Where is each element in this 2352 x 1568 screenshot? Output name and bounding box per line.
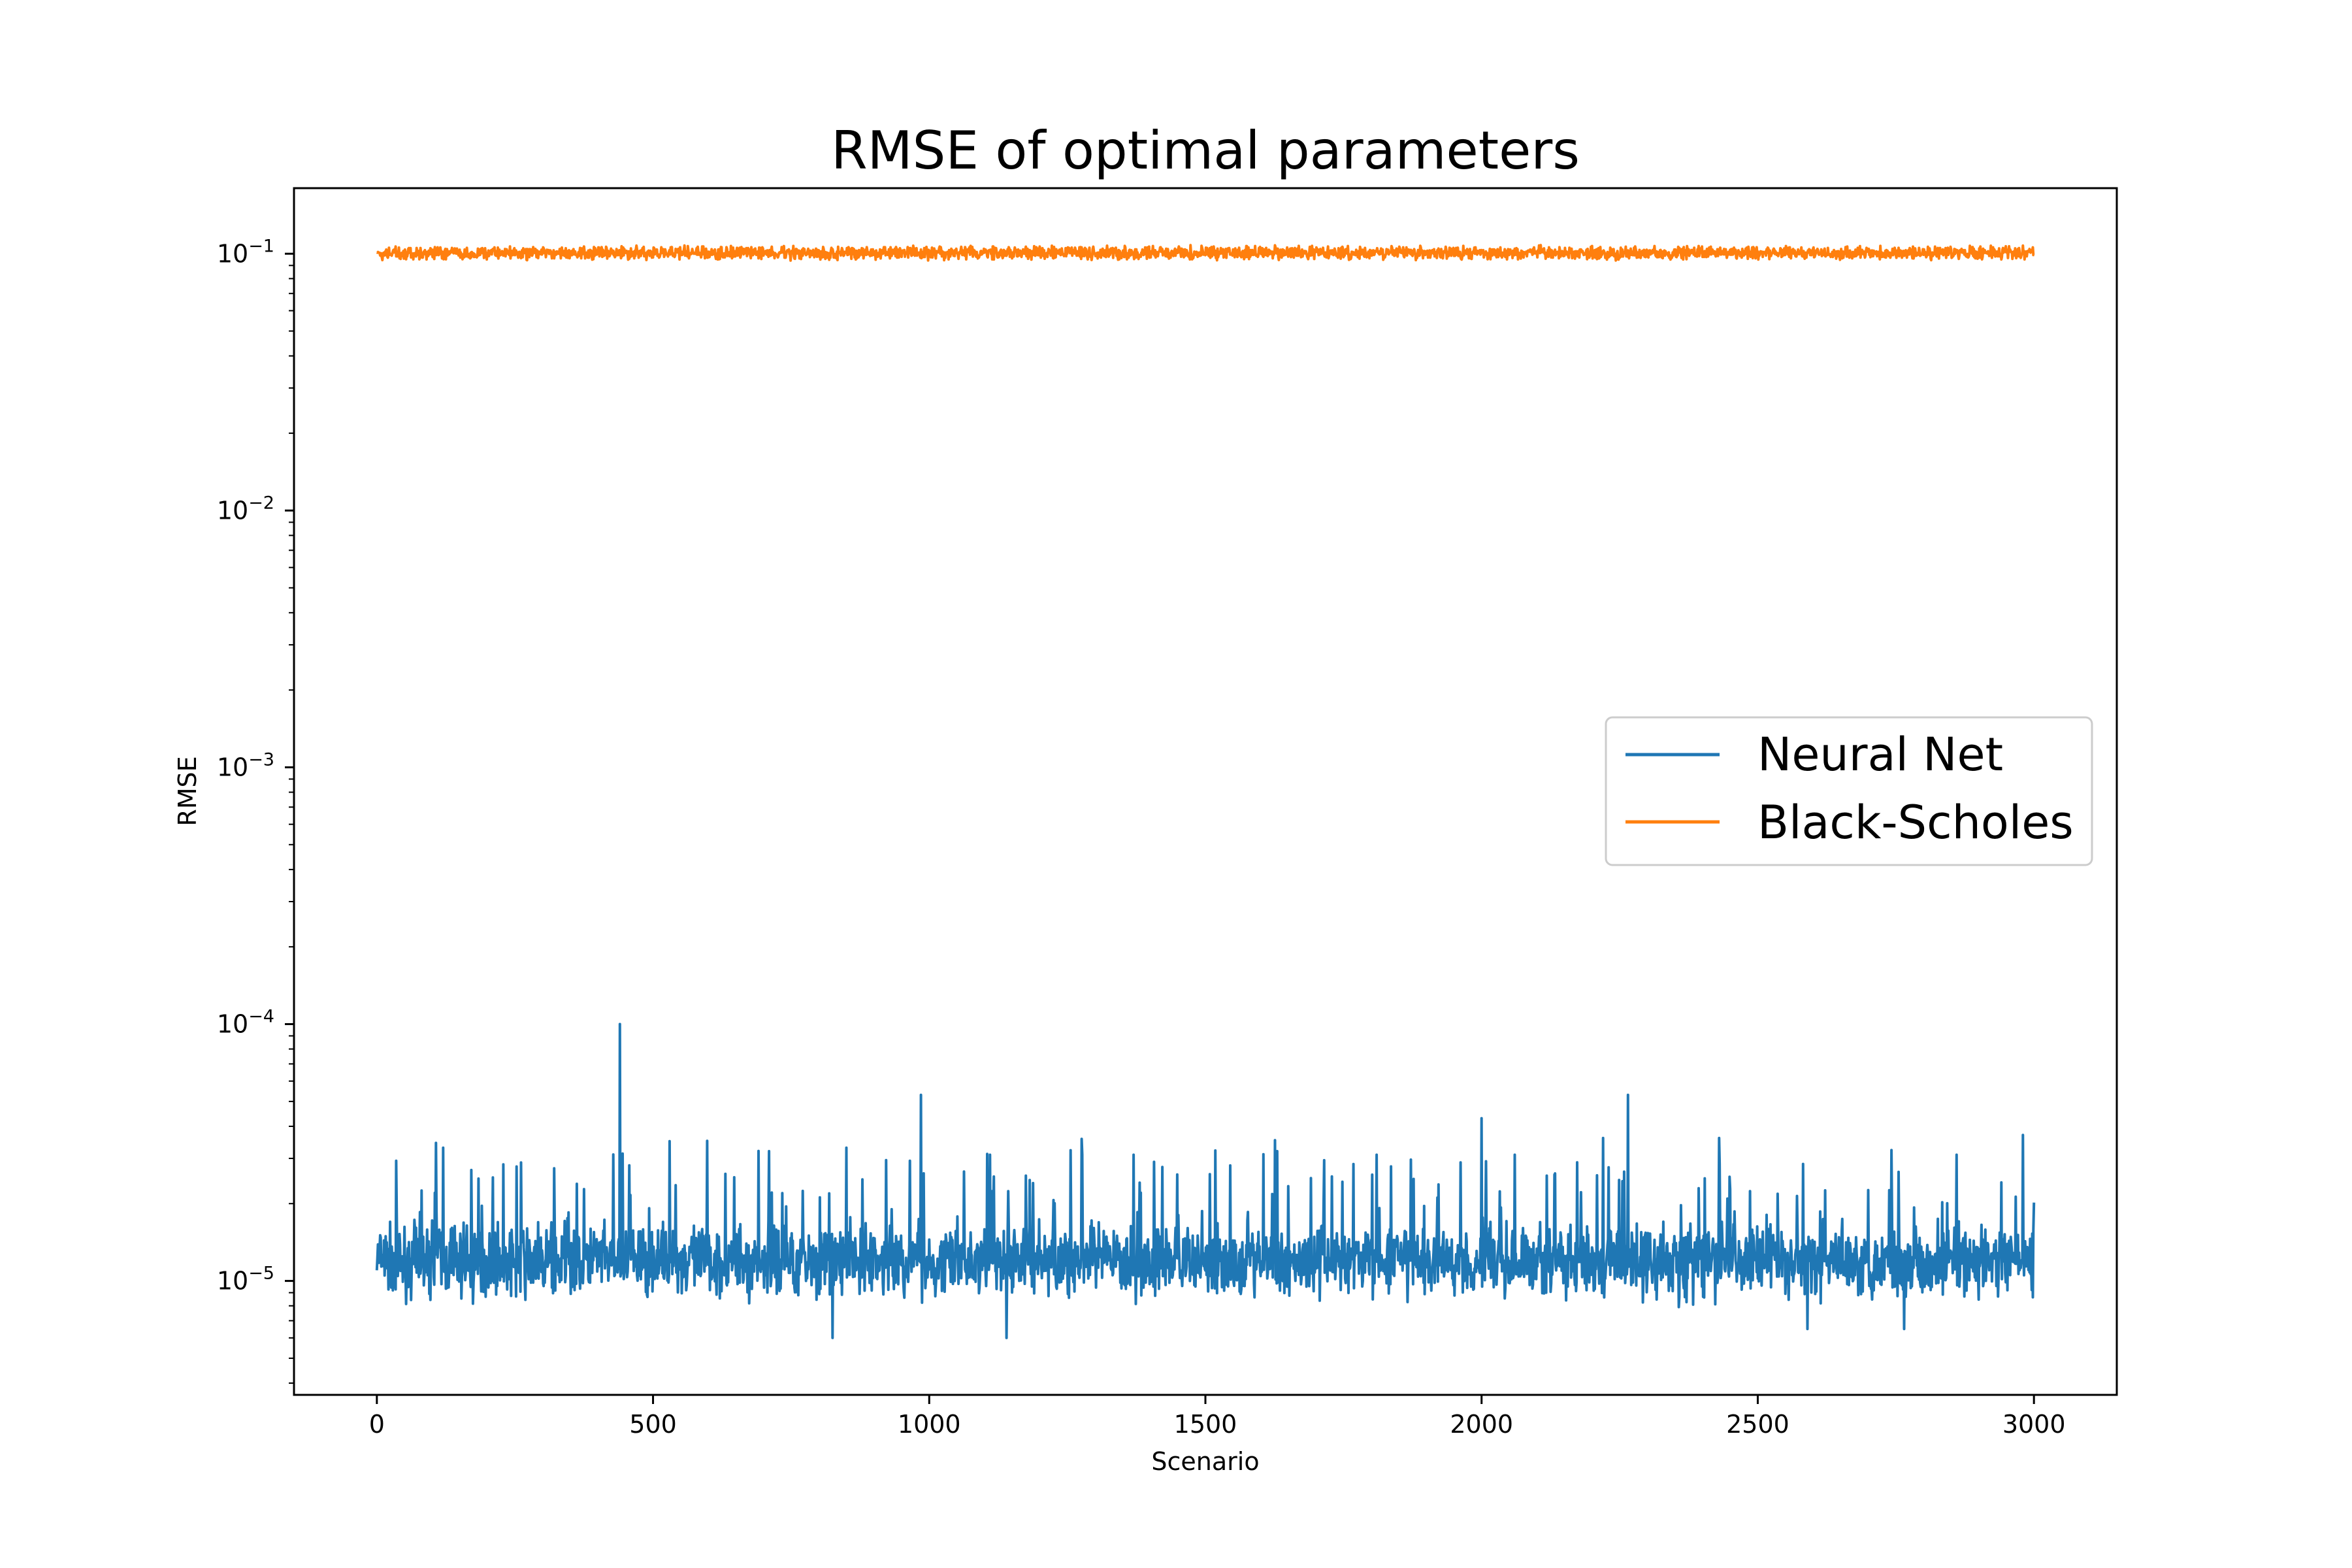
series-layer <box>375 244 2036 1339</box>
x-tick-label: 2000 <box>1450 1410 1513 1439</box>
legend-box <box>1605 716 2093 866</box>
x-axis: 0 500 1000 1500 2000 2500 3000 <box>369 1395 2066 1439</box>
chart-title: RMSE of optimal parameters <box>831 120 1580 181</box>
y-tick-label: 10−3 <box>217 749 274 781</box>
y-tick-label: 10−4 <box>217 1007 274 1039</box>
y-axis-label: RMSE <box>173 756 202 826</box>
x-tick-label: 0 <box>369 1410 385 1439</box>
x-tick-label: 1000 <box>898 1410 961 1439</box>
y-tick-label: 10−5 <box>217 1264 274 1296</box>
legend-label-black-scholes: Black-Scholes <box>1757 796 2074 849</box>
legend-label-neural-net: Neural Net <box>1757 728 2003 781</box>
y-tick-label: 10−2 <box>217 493 274 525</box>
legend: Neural Net Black-Scholes <box>1605 716 2093 866</box>
x-tick-label: 1500 <box>1174 1410 1237 1439</box>
y-tick-label: 10−1 <box>217 236 274 268</box>
x-tick-label: 2500 <box>1726 1410 1789 1439</box>
series-line-neural-net <box>375 1022 2036 1339</box>
x-axis-label: Scenario <box>1151 1447 1259 1476</box>
x-tick-label: 3000 <box>2002 1410 2066 1439</box>
series-line-black-scholes <box>376 244 2035 262</box>
y-axis: 10−5 10−4 10−3 10−2 10−1 <box>217 236 294 1384</box>
x-tick-label: 500 <box>629 1410 677 1439</box>
